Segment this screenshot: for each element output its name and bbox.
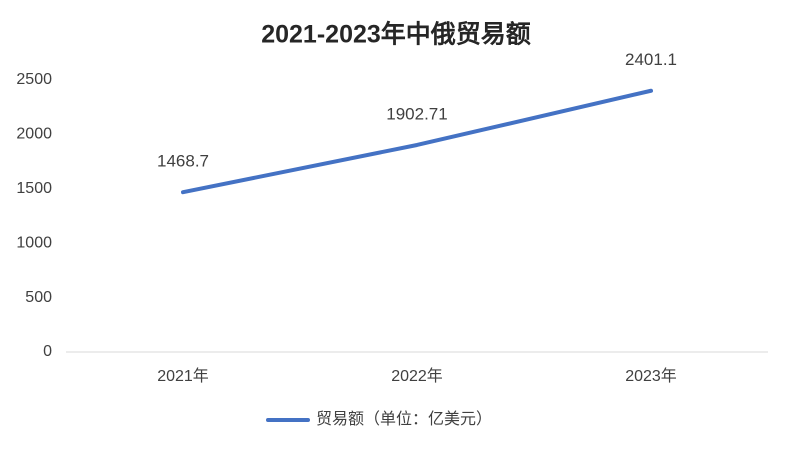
series-line [181, 88, 653, 195]
data-label: 1468.7 [157, 152, 209, 171]
legend-label: 贸易额（单位：亿美元） [316, 410, 492, 428]
x-tick-label: 2021年 [157, 367, 209, 385]
x-tick-label: 2022年 [391, 367, 443, 385]
data-label: 1902.71 [386, 104, 447, 123]
y-tick-label: 1000 [16, 234, 52, 251]
data-label: 2401.1 [625, 50, 677, 69]
x-tick-label: 2023年 [625, 367, 677, 385]
chart-title: 2021-2023年中俄贸易额 [261, 20, 531, 49]
y-tick-label: 500 [25, 289, 52, 306]
y-tick-label: 2500 [16, 71, 52, 88]
y-tick-label: 1500 [16, 180, 52, 197]
y-tick-label: 0 [43, 343, 52, 360]
y-tick-label: 2000 [16, 126, 52, 143]
